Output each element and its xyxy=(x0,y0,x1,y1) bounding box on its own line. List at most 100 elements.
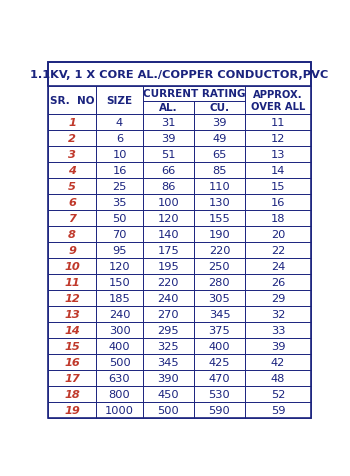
Bar xyxy=(245,370,311,386)
Bar xyxy=(97,402,142,418)
Bar xyxy=(48,306,97,322)
Bar xyxy=(245,354,311,370)
Bar xyxy=(142,306,194,322)
Bar xyxy=(97,87,142,115)
Bar xyxy=(97,370,142,386)
Bar xyxy=(97,227,142,242)
Bar xyxy=(48,130,97,147)
Bar xyxy=(142,354,194,370)
Bar xyxy=(97,178,142,194)
Bar xyxy=(245,147,311,162)
Text: 13: 13 xyxy=(64,309,80,319)
Bar xyxy=(194,306,245,322)
Bar xyxy=(194,147,245,162)
Bar xyxy=(245,258,311,274)
Bar xyxy=(194,227,245,242)
Bar xyxy=(245,274,311,290)
Text: 8: 8 xyxy=(68,229,76,239)
Bar xyxy=(48,242,97,258)
Bar xyxy=(48,210,97,227)
Text: 280: 280 xyxy=(209,278,230,288)
Bar xyxy=(48,162,97,178)
Text: 400: 400 xyxy=(209,341,230,351)
Bar xyxy=(97,354,142,370)
Bar xyxy=(245,354,311,370)
Bar xyxy=(194,306,245,322)
Bar xyxy=(142,102,194,115)
Bar xyxy=(142,306,194,322)
Bar xyxy=(142,87,245,102)
Bar xyxy=(245,258,311,274)
Bar xyxy=(142,227,194,242)
Text: 1: 1 xyxy=(68,118,76,128)
Bar xyxy=(245,178,311,194)
Bar xyxy=(194,130,245,147)
Text: 59: 59 xyxy=(271,405,285,415)
Text: 12: 12 xyxy=(64,293,80,303)
Bar xyxy=(245,227,311,242)
Bar xyxy=(245,147,311,162)
Bar xyxy=(97,386,142,402)
Text: 52: 52 xyxy=(271,389,285,399)
Text: 590: 590 xyxy=(209,405,230,415)
Bar xyxy=(142,386,194,402)
Text: SIZE: SIZE xyxy=(106,96,133,106)
Text: 66: 66 xyxy=(161,166,175,176)
Text: 800: 800 xyxy=(108,389,131,399)
Text: 390: 390 xyxy=(157,373,179,383)
Bar xyxy=(97,338,142,354)
Bar xyxy=(48,370,97,386)
Text: 16: 16 xyxy=(64,357,80,367)
Bar xyxy=(142,290,194,306)
Bar xyxy=(97,242,142,258)
Bar xyxy=(48,402,97,418)
Text: 85: 85 xyxy=(212,166,227,176)
Bar xyxy=(142,87,245,102)
Bar xyxy=(142,147,194,162)
Text: 31: 31 xyxy=(161,118,175,128)
Text: 305: 305 xyxy=(209,293,230,303)
Bar xyxy=(245,242,311,258)
Bar xyxy=(142,194,194,210)
Bar xyxy=(97,354,142,370)
Bar xyxy=(245,242,311,258)
Bar xyxy=(48,290,97,306)
Bar xyxy=(48,115,97,130)
Text: 100: 100 xyxy=(157,198,179,208)
Bar xyxy=(194,322,245,338)
Bar xyxy=(245,386,311,402)
Bar xyxy=(245,306,311,322)
Bar xyxy=(245,386,311,402)
Text: 15: 15 xyxy=(64,341,80,351)
Bar xyxy=(194,210,245,227)
Bar xyxy=(245,87,311,115)
Bar xyxy=(48,370,97,386)
Bar xyxy=(97,162,142,178)
Bar xyxy=(142,162,194,178)
Bar xyxy=(142,386,194,402)
Bar xyxy=(142,258,194,274)
Bar xyxy=(97,194,142,210)
Bar xyxy=(142,402,194,418)
Text: 110: 110 xyxy=(209,181,230,191)
Bar xyxy=(48,258,97,274)
Bar xyxy=(142,227,194,242)
Text: 17: 17 xyxy=(64,373,80,383)
Bar xyxy=(97,322,142,338)
Bar xyxy=(97,370,142,386)
Bar xyxy=(97,306,142,322)
Bar xyxy=(194,178,245,194)
Bar xyxy=(245,162,311,178)
Text: 3: 3 xyxy=(68,149,76,159)
Text: 250: 250 xyxy=(209,261,230,271)
Bar xyxy=(48,87,97,115)
Bar xyxy=(97,258,142,274)
Text: 22: 22 xyxy=(271,245,285,255)
Text: 35: 35 xyxy=(112,198,127,208)
Bar xyxy=(97,290,142,306)
Text: 500: 500 xyxy=(108,357,131,367)
Bar xyxy=(142,402,194,418)
Bar xyxy=(245,210,311,227)
Text: 18: 18 xyxy=(64,389,80,399)
Text: 13: 13 xyxy=(271,149,285,159)
